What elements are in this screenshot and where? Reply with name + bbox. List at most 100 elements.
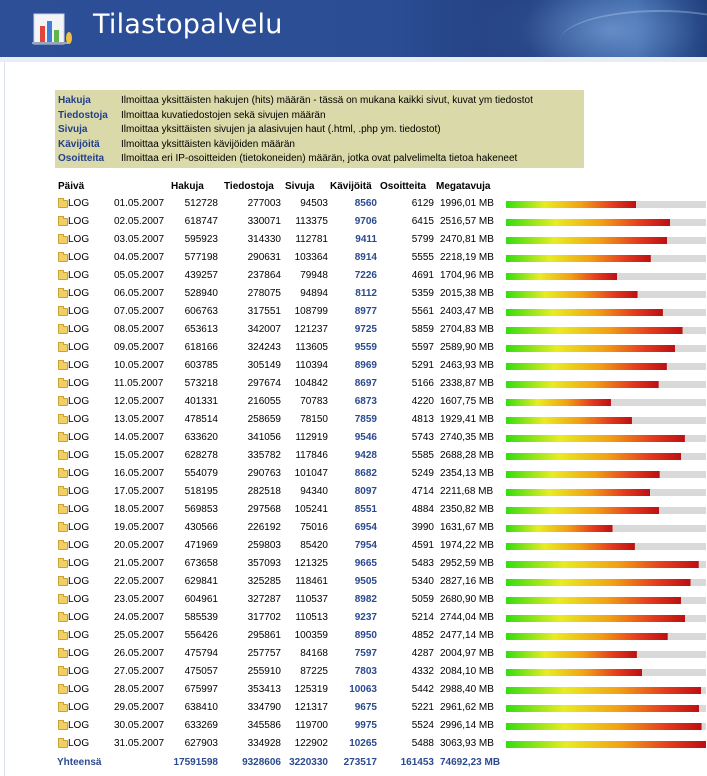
log-link[interactable]: LOG (68, 522, 90, 533)
log-link[interactable]: LOG (68, 198, 90, 209)
folder-icon (58, 468, 68, 478)
header-banner: Tilastopalvelu (0, 0, 707, 57)
usage-bar-fill (506, 561, 699, 568)
date-cell: 18.05.2007 (114, 504, 165, 515)
hakuja-cell: 618747 (184, 216, 218, 227)
osoitteita-cell: 3990 (411, 522, 434, 533)
table-row: LOG 08.05.2007 653613 342007 121237 9725 5859 2… (0, 321, 707, 339)
usage-bar-fill (506, 417, 632, 424)
hakuja-cell: 595923 (184, 234, 218, 245)
log-link[interactable]: LOG (68, 684, 90, 695)
megatavuja-cell: 1974,22 MB (440, 540, 494, 551)
hakuja-cell: 603785 (184, 360, 218, 371)
osoitteita-cell: 5585 (411, 450, 434, 461)
usage-bar-track (506, 561, 706, 568)
log-link[interactable]: LOG (68, 270, 90, 281)
table-row: LOG 04.05.2007 577198 290631 103364 8914 5555 2… (0, 249, 707, 267)
log-link[interactable]: LOG (68, 666, 90, 677)
table-row: LOG 15.05.2007 628278 335782 117846 9428 5585 2… (0, 447, 707, 465)
folder-icon (58, 702, 68, 712)
sivuja-cell: 94340 (300, 486, 328, 497)
sivuja-cell: 112919 (295, 432, 328, 443)
tiedostoja-cell: 353413 (247, 684, 281, 695)
hakuja-cell: 401331 (184, 396, 218, 407)
usage-bar-track (506, 705, 706, 712)
hakuja-cell: 673658 (184, 558, 218, 569)
totals-kavijoita: 273517 (343, 757, 377, 768)
log-link[interactable]: LOG (68, 648, 90, 659)
usage-bar-track (506, 741, 706, 748)
usage-bar-track (506, 489, 706, 496)
tiedostoja-cell: 324243 (247, 342, 281, 353)
log-link[interactable]: LOG (68, 396, 90, 407)
log-link[interactable]: LOG (68, 738, 90, 749)
osoitteita-cell: 5859 (411, 324, 434, 335)
usage-bar-track (506, 669, 706, 676)
log-link[interactable]: LOG (68, 360, 90, 371)
table-row: LOG 30.05.2007 633269 345586 119700 9975 5524 2… (0, 717, 707, 735)
log-link[interactable]: LOG (68, 216, 90, 227)
log-link[interactable]: LOG (68, 432, 90, 443)
osoitteita-cell: 5483 (411, 558, 434, 569)
legend-term: Kävijöitä (58, 138, 100, 150)
tiedostoja-cell: 258659 (247, 414, 281, 425)
log-link[interactable]: LOG (68, 576, 90, 587)
sivuja-cell: 79948 (300, 270, 328, 281)
log-link[interactable]: LOG (68, 720, 90, 731)
osoitteita-cell: 5214 (411, 612, 434, 623)
megatavuja-cell: 2338,87 MB (440, 378, 494, 389)
osoitteita-cell: 4332 (411, 666, 434, 677)
table-row: LOG 25.05.2007 556426 295861 100359 8950 4852 2… (0, 627, 707, 645)
date-cell: 12.05.2007 (114, 396, 165, 407)
log-link[interactable]: LOG (68, 306, 90, 317)
usage-bar-track (506, 453, 706, 460)
usage-bar-fill (506, 741, 706, 748)
megatavuja-cell: 1996,01 MB (440, 198, 494, 209)
date-cell: 05.05.2007 (114, 270, 165, 281)
log-link[interactable]: LOG (68, 540, 90, 551)
hakuja-cell: 675997 (184, 684, 218, 695)
sivuja-cell: 121237 (294, 324, 328, 335)
tiedostoja-cell: 335782 (247, 450, 281, 461)
folder-icon (58, 612, 68, 622)
log-link[interactable]: LOG (68, 378, 90, 389)
tiedostoja-cell: 226192 (247, 522, 281, 533)
log-link[interactable]: LOG (68, 468, 90, 479)
log-link[interactable]: LOG (68, 288, 90, 299)
log-link[interactable]: LOG (68, 486, 90, 497)
megatavuja-cell: 2004,97 MB (440, 648, 494, 659)
log-link[interactable]: LOG (68, 702, 90, 713)
log-link[interactable]: LOG (68, 612, 90, 623)
hakuja-cell: 606763 (184, 306, 218, 317)
usage-bar-track (506, 579, 706, 586)
usage-bar-track (506, 687, 706, 694)
table-row: LOG 07.05.2007 606763 317551 108799 8977 5561 2… (0, 303, 707, 321)
usage-bar-fill (506, 543, 635, 550)
osoitteita-cell: 4884 (411, 504, 434, 515)
usage-bar-track (506, 435, 706, 442)
hakuja-cell: 471969 (184, 540, 218, 551)
hakuja-cell: 577198 (184, 252, 218, 263)
log-link[interactable]: LOG (68, 594, 90, 605)
megatavuja-cell: 3063,93 MB (440, 738, 494, 749)
legend-row: Osoitteita Ilmoittaa eri IP-osoitteiden (… (55, 151, 584, 166)
log-link[interactable]: LOG (68, 558, 90, 569)
usage-bar-fill (506, 633, 668, 640)
sivuja-cell: 108799 (294, 306, 328, 317)
log-link[interactable]: LOG (68, 342, 90, 353)
log-link[interactable]: LOG (68, 252, 90, 263)
megatavuja-cell: 1929,41 MB (440, 414, 494, 425)
table-row: LOG 29.05.2007 638410 334790 121317 9675 5221 2… (0, 699, 707, 717)
legend-term: Sivuja (58, 124, 88, 135)
osoitteita-cell: 5166 (411, 378, 434, 389)
log-link[interactable]: LOG (68, 234, 90, 245)
usage-bar-fill (506, 399, 611, 406)
osoitteita-cell: 6415 (411, 216, 434, 227)
log-link[interactable]: LOG (68, 450, 90, 461)
osoitteita-cell: 4714 (411, 486, 434, 497)
log-link[interactable]: LOG (68, 324, 90, 335)
log-link[interactable]: LOG (68, 504, 90, 515)
log-link[interactable]: LOG (68, 630, 90, 641)
kavijoita-cell: 9546 (354, 432, 377, 443)
log-link[interactable]: LOG (68, 414, 90, 425)
